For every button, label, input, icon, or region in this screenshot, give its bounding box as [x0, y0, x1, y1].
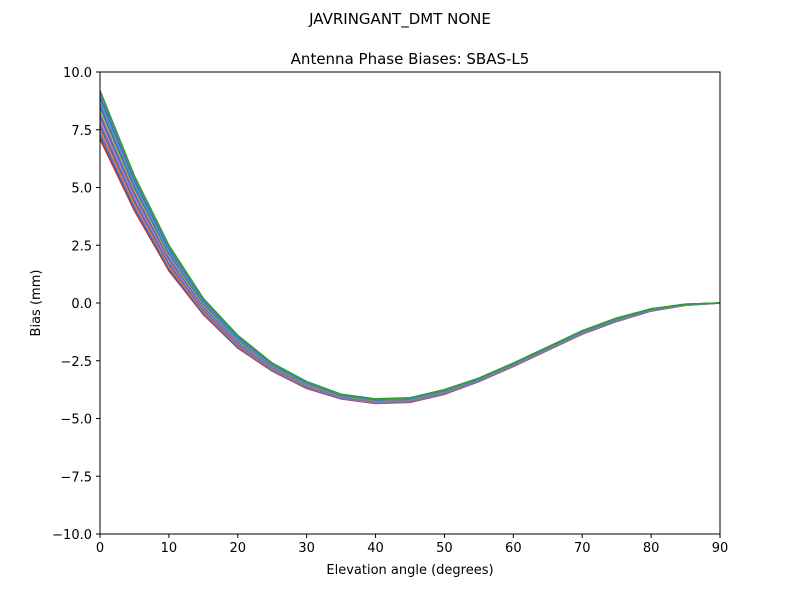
x-tick-label: 10	[161, 541, 178, 556]
suptitle: JAVRINGANT_DMT NONE	[308, 10, 491, 29]
series-line-3	[99, 109, 721, 402]
y-tick-label: 10.0	[63, 66, 92, 81]
axis-ticks: 0 10 20 30 40 50 60 70 80 90 −10.0 −7.5 −5.0 −2.5 0.0 2…	[52, 66, 728, 556]
y-tick-label: −7.5	[60, 470, 92, 485]
series-line-0-2	[99, 132, 721, 404]
y-tick-label: −2.5	[60, 355, 92, 370]
y-axis-label: Bias (mm)	[29, 270, 44, 337]
y-tick-label: −5.0	[60, 413, 92, 428]
x-tick-label: 30	[298, 541, 315, 556]
x-tick-label: 50	[436, 541, 453, 556]
plot-frame	[99, 71, 721, 535]
series-line-0	[99, 138, 721, 405]
y-tick-label: 0.0	[71, 297, 92, 312]
y-tick-label: 2.5	[71, 239, 92, 254]
y-tick-label: −10.0	[52, 528, 92, 543]
series-line-3-2	[99, 103, 721, 401]
series-lines	[99, 90, 721, 405]
x-tick-label: 60	[505, 541, 522, 556]
chart-title: Antenna Phase Biases: SBAS-L5	[291, 50, 530, 68]
series-line-3-1	[99, 106, 721, 402]
series-line-1-2	[99, 122, 721, 403]
series-line-4-1	[99, 96, 721, 401]
series-line-1	[99, 128, 721, 404]
x-tick-label: 90	[712, 541, 729, 556]
series-line-4-2	[99, 93, 721, 400]
x-axis-label: Elevation angle (degrees)	[326, 563, 493, 578]
series-line-5	[99, 90, 721, 400]
series-line-4	[99, 99, 721, 401]
series-line-2-2	[99, 112, 721, 402]
x-tick-label: 20	[230, 541, 247, 556]
x-tick-label: 40	[367, 541, 384, 556]
x-tick-label: 0	[96, 541, 104, 556]
series-line-1-1	[99, 125, 721, 404]
series-line-2	[99, 119, 721, 403]
x-tick-label: 70	[574, 541, 591, 556]
y-tick-label: 5.0	[71, 182, 92, 197]
x-tick-label: 80	[643, 541, 660, 556]
series-line-2-1	[99, 116, 721, 403]
series-line-0-1	[99, 135, 721, 404]
y-tick-label: 7.5	[71, 124, 92, 139]
